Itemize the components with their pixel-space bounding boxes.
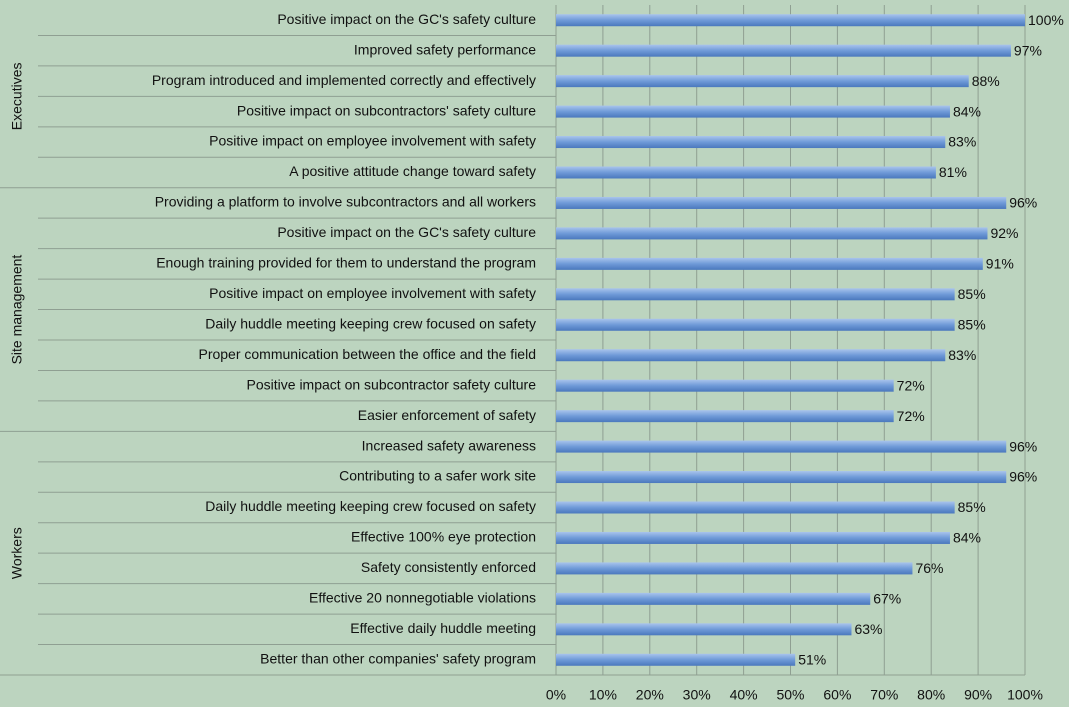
value-label: 85%	[958, 316, 986, 332]
value-label: 83%	[948, 347, 976, 363]
y-tick-label: Improved safety performance	[354, 41, 536, 57]
y-tick-label: Positive impact on the GC's safety cultu…	[277, 11, 536, 27]
y-tick-label: Contributing to a safer work site	[339, 468, 536, 484]
value-label: 100%	[1028, 12, 1064, 28]
bar	[556, 471, 1007, 484]
bar	[556, 166, 936, 179]
value-label: 81%	[939, 164, 967, 180]
bar	[556, 14, 1025, 27]
y-tick-label: Better than other companies' safety prog…	[260, 650, 536, 666]
y-tick-label: Positive impact on the GC's safety cultu…	[277, 224, 536, 240]
bar	[556, 105, 950, 118]
value-label: 76%	[915, 560, 943, 576]
y-tick-label: Providing a platform to involve subcontr…	[155, 194, 536, 210]
bar	[556, 440, 1007, 453]
y-tick-label: Positive impact on employee involvement …	[209, 285, 536, 301]
value-label: 96%	[1009, 438, 1037, 454]
bar	[556, 196, 1007, 209]
value-label: 83%	[948, 134, 976, 150]
y-tick-label: Positive impact on employee involvement …	[209, 133, 536, 149]
value-label: 63%	[854, 621, 882, 637]
value-label: 67%	[873, 591, 901, 607]
value-label: 88%	[972, 73, 1000, 89]
value-label: 51%	[798, 651, 826, 667]
y-tick-label: Proper communication between the office …	[198, 346, 536, 362]
bar	[556, 501, 955, 514]
bar	[556, 257, 983, 270]
bar	[556, 531, 950, 544]
x-tick-label: 60%	[823, 687, 851, 703]
bar	[556, 44, 1011, 57]
value-label: 85%	[958, 499, 986, 515]
bar	[556, 288, 955, 301]
x-tick-label: 70%	[870, 687, 898, 703]
bar	[556, 379, 894, 392]
bar	[556, 136, 946, 149]
y-tick-label: Increased safety awareness	[362, 437, 536, 453]
value-label: 91%	[986, 256, 1014, 272]
x-tick-label: 40%	[730, 687, 758, 703]
y-tick-label: Positive impact on subcontractors' safet…	[237, 102, 536, 118]
y-tick-label: Effective 100% eye protection	[351, 529, 536, 545]
value-label: 72%	[897, 377, 925, 393]
x-tick-label: 90%	[964, 687, 992, 703]
x-tick-label: 0%	[546, 687, 566, 703]
y-tick-label: Effective daily huddle meeting	[350, 620, 536, 636]
group-label: Site management	[9, 255, 25, 365]
y-tick-label: Safety consistently enforced	[361, 559, 536, 575]
bar	[556, 75, 969, 88]
group-label: Executives	[9, 63, 25, 131]
bar	[556, 592, 871, 605]
y-tick-label: Enough training provided for them to und…	[156, 255, 536, 271]
group-label: Workers	[9, 527, 25, 579]
x-tick-label: 20%	[636, 687, 664, 703]
value-label: 97%	[1014, 42, 1042, 58]
value-label: 72%	[897, 408, 925, 424]
y-tick-label: Positive impact on subcontractor safety …	[247, 376, 537, 392]
x-tick-label: 30%	[683, 687, 711, 703]
value-label: 84%	[953, 530, 981, 546]
y-tick-label: A positive attitude change toward safety	[289, 163, 536, 179]
value-label: 84%	[953, 103, 981, 119]
bar	[556, 623, 852, 636]
y-tick-label: Daily huddle meeting keeping crew focuse…	[205, 498, 536, 514]
value-label: 85%	[958, 286, 986, 302]
value-label: 92%	[990, 225, 1018, 241]
bar	[556, 227, 988, 240]
y-tick-label: Easier enforcement of safety	[358, 407, 536, 423]
y-tick-label: Effective 20 nonnegotiable violations	[309, 590, 536, 606]
value-label: 96%	[1009, 469, 1037, 485]
bar	[556, 410, 894, 423]
value-label: 96%	[1009, 195, 1037, 211]
x-tick-label: 50%	[776, 687, 804, 703]
bar	[556, 562, 913, 575]
x-tick-label: 10%	[589, 687, 617, 703]
bar	[556, 653, 796, 666]
bar	[556, 349, 946, 362]
y-tick-label: Daily huddle meeting keeping crew focuse…	[205, 315, 536, 331]
x-tick-label: 80%	[917, 687, 945, 703]
y-tick-label: Program introduced and implemented corre…	[152, 72, 536, 88]
x-tick-label: 100%	[1007, 687, 1043, 703]
bar	[556, 318, 955, 331]
